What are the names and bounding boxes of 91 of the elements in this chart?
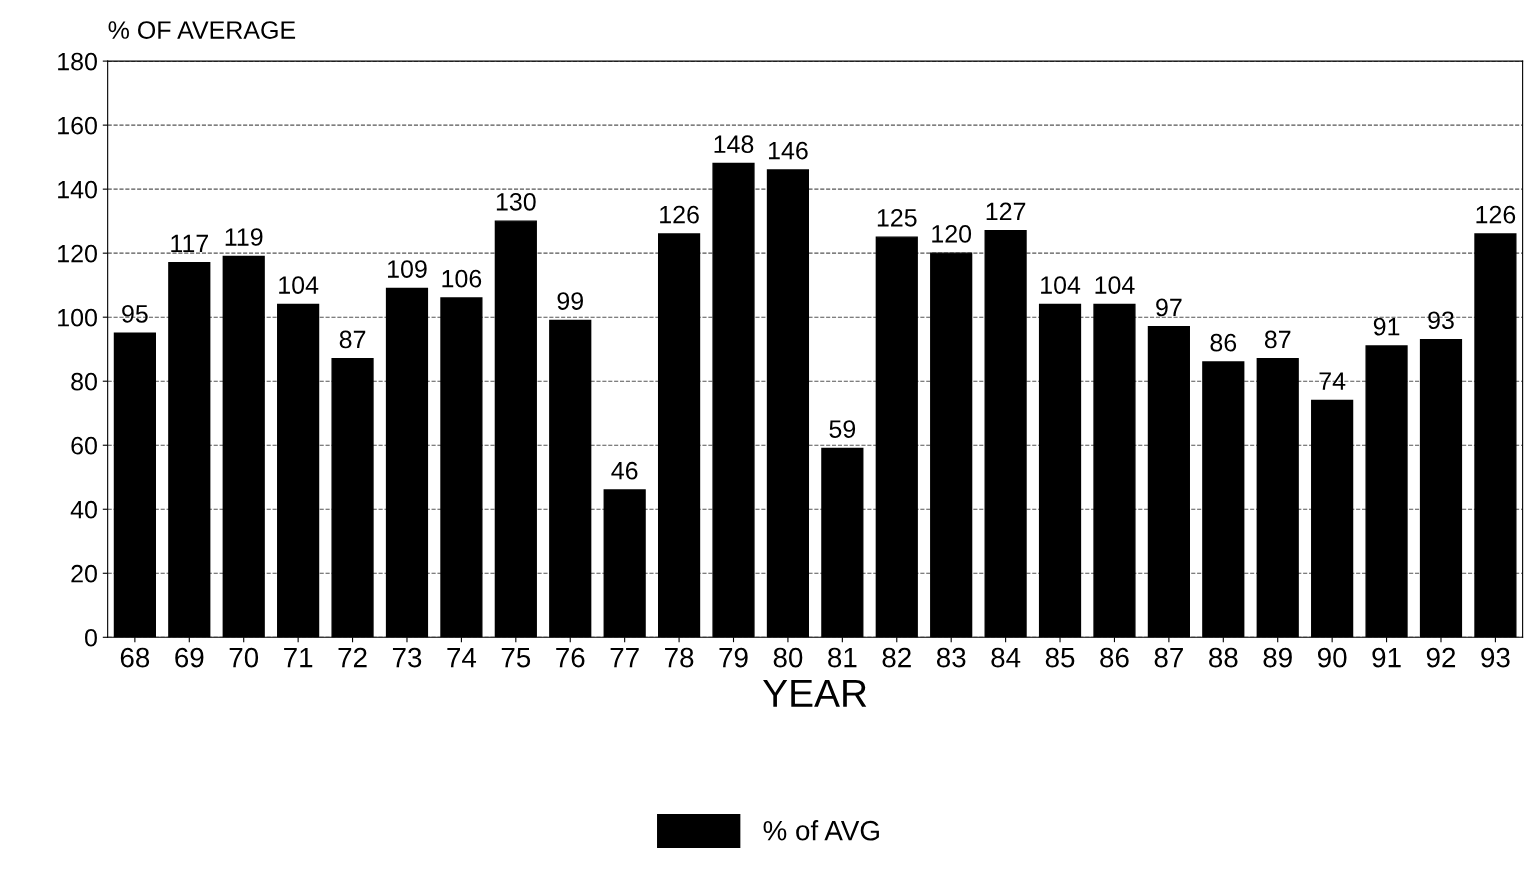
data-label: 93 bbox=[1428, 311, 1454, 330]
x-tick-label: 73 bbox=[392, 647, 422, 668]
data-label: 104 bbox=[1095, 276, 1135, 294]
x-tick-label: 77 bbox=[610, 648, 639, 668]
bar bbox=[1093, 303, 1136, 638]
x-tick-label: 86 bbox=[1100, 647, 1129, 668]
data-label: 119 bbox=[225, 228, 263, 246]
x-tick-label: 90 bbox=[1318, 647, 1347, 668]
data-label: 91 bbox=[1373, 317, 1400, 336]
bar bbox=[494, 220, 537, 638]
data-label: 87 bbox=[1264, 330, 1291, 349]
x-axis-title: YEAR bbox=[763, 679, 867, 707]
x-tick-label: 68 bbox=[120, 647, 150, 668]
bar bbox=[277, 303, 320, 638]
x-tick-label: 72 bbox=[338, 647, 367, 668]
bar bbox=[712, 162, 755, 638]
bar bbox=[331, 358, 374, 638]
x-tick-label: 76 bbox=[556, 647, 585, 668]
x-tick-label: 81 bbox=[828, 647, 857, 668]
bar bbox=[1147, 326, 1190, 638]
legend-label: % of AVG bbox=[763, 820, 879, 841]
data-label: 106 bbox=[442, 269, 482, 288]
x-tick-label: 78 bbox=[665, 647, 694, 668]
bar bbox=[657, 233, 701, 638]
x-tick-label: 80 bbox=[773, 647, 803, 668]
x-tick-label: 82 bbox=[882, 647, 911, 668]
bar bbox=[549, 319, 592, 638]
data-label: 125 bbox=[877, 208, 917, 227]
bar bbox=[113, 332, 156, 638]
bar bbox=[168, 262, 211, 638]
bar bbox=[222, 255, 265, 638]
data-label: 87 bbox=[339, 330, 366, 349]
x-tick-label: 85 bbox=[1045, 647, 1075, 668]
y-tick-label: 120 bbox=[58, 244, 97, 263]
x-tick-label: 84 bbox=[991, 647, 1021, 668]
bar bbox=[1419, 338, 1463, 638]
y-tick-label: 180 bbox=[58, 52, 97, 71]
x-tick-label: 91 bbox=[1372, 647, 1401, 668]
data-label: 117 bbox=[171, 234, 208, 253]
x-tick-label: 88 bbox=[1209, 647, 1238, 668]
bar bbox=[875, 236, 918, 638]
bar bbox=[766, 169, 810, 638]
y-tick-label: 140 bbox=[58, 180, 97, 199]
x-tick-label: 71 bbox=[284, 648, 313, 668]
data-label: 46 bbox=[611, 461, 638, 480]
y-tick-label: 40 bbox=[70, 500, 97, 519]
data-label: 97 bbox=[1156, 298, 1182, 317]
data-label: 104 bbox=[1041, 276, 1081, 294]
x-tick-label: 74 bbox=[447, 648, 477, 668]
x-tick-label: 70 bbox=[229, 647, 259, 668]
bar bbox=[1311, 399, 1354, 638]
x-tick-label: 75 bbox=[501, 648, 531, 668]
x-tick-label: 79 bbox=[719, 647, 748, 668]
data-label: 74 bbox=[1319, 372, 1346, 390]
y-tick-label: 60 bbox=[71, 436, 97, 455]
bar bbox=[1365, 345, 1408, 638]
data-label: 127 bbox=[986, 202, 1026, 221]
y-tick-label: 100 bbox=[58, 308, 97, 327]
data-label: 99 bbox=[557, 292, 583, 310]
x-tick-label: 87 bbox=[1154, 647, 1183, 668]
data-label: 126 bbox=[660, 205, 699, 224]
x-tick-label: 93 bbox=[1481, 647, 1510, 668]
bar bbox=[603, 489, 646, 638]
x-tick-label: 69 bbox=[175, 647, 204, 668]
y-axis-title: % OF AVERAGE bbox=[108, 21, 296, 39]
y-tick-label: 0 bbox=[85, 628, 97, 647]
data-label: 95 bbox=[122, 304, 148, 323]
x-tick-label: 92 bbox=[1426, 647, 1456, 668]
y-tick-label: 80 bbox=[71, 372, 97, 391]
x-tick-label: 83 bbox=[936, 647, 966, 668]
bar bbox=[930, 252, 973, 638]
data-label: 109 bbox=[388, 260, 427, 278]
data-label: 148 bbox=[714, 135, 754, 154]
data-label: 59 bbox=[829, 420, 856, 438]
bar bbox=[1256, 358, 1299, 638]
bar bbox=[821, 447, 864, 638]
bar bbox=[984, 230, 1027, 638]
bar bbox=[385, 287, 429, 638]
bar bbox=[440, 297, 483, 638]
data-label: 104 bbox=[279, 276, 319, 294]
bar bbox=[1202, 361, 1245, 638]
data-label: 86 bbox=[1210, 333, 1237, 352]
bar bbox=[1474, 233, 1517, 638]
data-label: 130 bbox=[496, 192, 536, 211]
x-tick-label: 89 bbox=[1263, 647, 1292, 668]
bar bbox=[1038, 303, 1082, 638]
data-label: 126 bbox=[1476, 205, 1516, 224]
y-tick-label: 20 bbox=[71, 564, 97, 583]
data-label: 146 bbox=[768, 141, 808, 160]
y-tick-label: 160 bbox=[58, 116, 97, 135]
data-label: 120 bbox=[932, 224, 972, 243]
